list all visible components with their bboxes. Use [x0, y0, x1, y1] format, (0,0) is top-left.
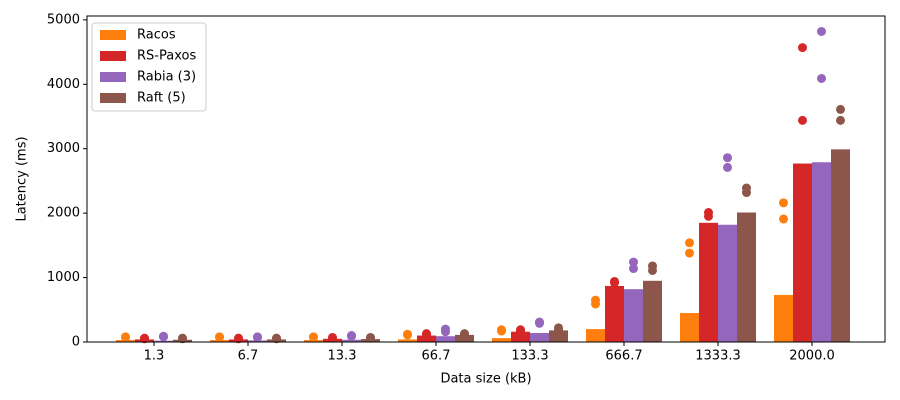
point	[817, 26, 826, 36]
y-tick-label: 1000	[47, 270, 80, 285]
point	[798, 115, 807, 125]
point	[535, 318, 544, 328]
legend-swatch	[100, 93, 126, 103]
point	[215, 332, 224, 342]
legend-label: Rabia (3)	[137, 70, 196, 85]
bar	[774, 294, 793, 342]
point	[140, 334, 149, 344]
bar	[586, 329, 605, 342]
point	[648, 265, 657, 275]
point	[610, 278, 619, 288]
point	[779, 214, 788, 224]
bar	[680, 313, 699, 342]
bar	[793, 163, 812, 342]
y-tick-label: 0	[72, 335, 80, 350]
legend: Racos RS-Paxos Rabia (3) Raft (5)	[91, 22, 207, 112]
bar	[530, 332, 549, 342]
y-tick-label: 2000	[47, 206, 80, 221]
point	[309, 332, 318, 342]
point	[836, 115, 845, 125]
bar	[718, 224, 737, 342]
bar	[436, 336, 455, 342]
point	[742, 188, 751, 198]
point	[497, 326, 506, 336]
y-tick-label: 5000	[47, 12, 80, 27]
point	[836, 104, 845, 114]
point	[685, 248, 694, 258]
point	[723, 153, 732, 163]
x-tick-label: 666.7	[605, 349, 642, 364]
x-tick-label: 1.3	[144, 349, 165, 364]
point	[328, 333, 337, 343]
point	[422, 329, 431, 339]
point	[798, 43, 807, 53]
point	[121, 332, 130, 342]
point	[554, 325, 563, 335]
point	[234, 334, 243, 344]
x-tick-label: 133.3	[511, 349, 548, 364]
legend-frame	[91, 22, 207, 112]
x-tick-label: 66.7	[422, 349, 451, 364]
bar	[624, 289, 643, 342]
bar	[549, 330, 568, 342]
point	[403, 330, 412, 340]
bar	[417, 335, 436, 342]
y-axis-label: Latency (ms)	[15, 136, 30, 221]
y-tick-label: 3000	[47, 141, 80, 156]
bar	[831, 149, 850, 342]
legend-label: Racos	[137, 28, 176, 43]
bar	[737, 212, 756, 342]
x-axis-label: Data size (kB)	[440, 372, 531, 387]
point	[723, 162, 732, 172]
point	[347, 331, 356, 341]
legend-swatch	[100, 51, 126, 61]
point	[817, 73, 826, 83]
legend-swatch	[100, 72, 126, 82]
bar	[605, 285, 624, 342]
point	[779, 198, 788, 208]
bar	[342, 339, 361, 342]
plot-frame	[86, 15, 886, 343]
x-tick-label: 13.3	[328, 349, 357, 364]
legend-label: Raft (5)	[137, 91, 186, 106]
x-tick-label: 1333.3	[695, 349, 741, 364]
bar	[699, 222, 718, 342]
point	[516, 326, 525, 336]
point	[591, 299, 600, 309]
point	[272, 334, 281, 344]
bar	[492, 338, 511, 342]
legend-label: RS-Paxos	[137, 49, 196, 64]
point	[366, 333, 375, 343]
point	[253, 332, 262, 342]
bar	[643, 280, 662, 342]
point	[441, 327, 450, 337]
point	[629, 257, 638, 267]
legend-swatch	[100, 30, 126, 40]
point	[460, 329, 469, 339]
x-tick-label: 6.7	[238, 349, 259, 364]
bar	[154, 340, 173, 342]
point	[704, 211, 713, 221]
point	[629, 264, 638, 274]
bar	[511, 331, 530, 342]
bar	[398, 339, 417, 342]
point	[685, 238, 694, 248]
y-tick-label: 4000	[47, 77, 80, 92]
x-tick-label: 2000.0	[789, 349, 835, 364]
point	[159, 332, 168, 342]
point	[178, 334, 187, 344]
bar	[812, 162, 831, 342]
